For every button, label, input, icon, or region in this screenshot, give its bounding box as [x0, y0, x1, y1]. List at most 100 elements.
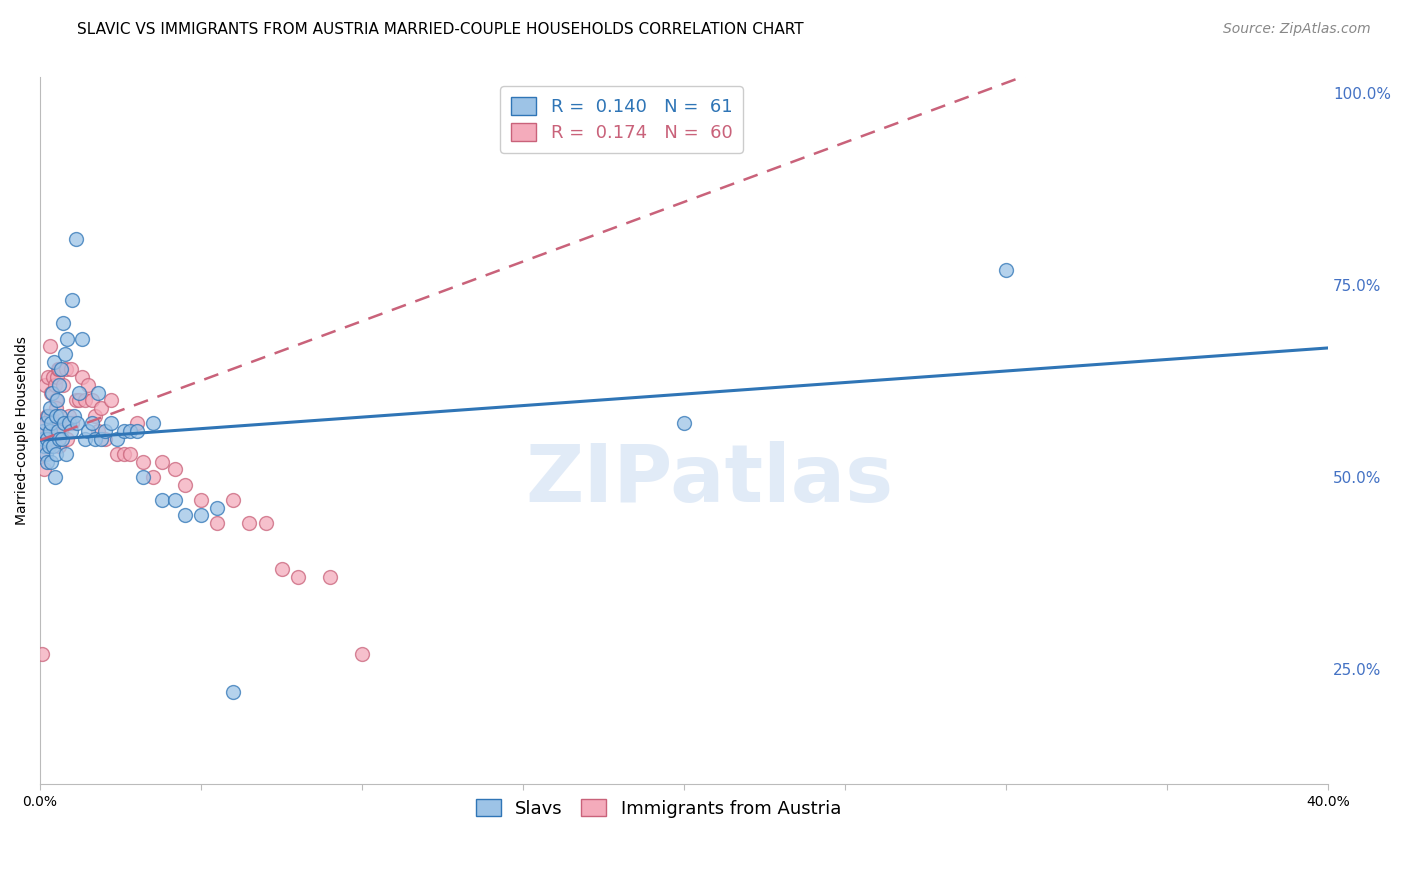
Point [48, 362, 70, 376]
Point [35, 416, 58, 430]
Point [48, 377, 70, 392]
Point [49, 424, 72, 438]
Point [270, 562, 292, 576]
Point [59, 362, 82, 376]
Text: ZIPatlas: ZIPatlas [526, 442, 894, 519]
Point [90, 401, 112, 415]
Point [287, 570, 309, 584]
Point [190, 508, 212, 523]
Point [70, 332, 93, 346]
Point [105, 432, 128, 446]
Point [38, 401, 60, 415]
Point [32, 424, 55, 438]
Point [65, 393, 87, 408]
Point [112, 447, 135, 461]
Point [80, 393, 103, 408]
Point [205, 500, 228, 515]
Point [37, 432, 59, 446]
Point [83, 432, 105, 446]
Point [53, 416, 76, 430]
Point [66, 416, 89, 430]
Point [37, 409, 59, 423]
Point [45, 409, 67, 423]
Point [87, 385, 110, 400]
Point [63, 409, 86, 423]
Point [60, 293, 83, 308]
Point [165, 462, 187, 476]
Point [70, 370, 93, 384]
Y-axis label: Married-couple Households: Married-couple Households [15, 336, 30, 525]
Point [80, 416, 103, 430]
Point [51, 432, 73, 446]
Point [31, 432, 53, 446]
Point [55, 447, 77, 461]
Point [120, 424, 142, 438]
Point [52, 377, 75, 392]
Point [67, 385, 90, 400]
Point [38, 339, 60, 353]
Point [49, 362, 72, 376]
Point [58, 409, 80, 423]
Point [75, 432, 97, 446]
Point [42, 416, 65, 430]
Point [31, 424, 53, 438]
Point [100, 393, 122, 408]
Point [32, 462, 55, 476]
Point [48, 439, 70, 453]
Point [60, 416, 83, 430]
Point [34, 416, 56, 430]
Point [319, 570, 342, 584]
Point [59, 424, 82, 438]
Point [56, 432, 79, 446]
Text: SLAVIC VS IMMIGRANTS FROM AUSTRIA MARRIED-COUPLE HOUSEHOLDS CORRELATION CHART: SLAVIC VS IMMIGRANTS FROM AUSTRIA MARRIE… [77, 22, 804, 37]
Point [673, 416, 696, 430]
Point [238, 516, 260, 530]
Point [120, 447, 142, 461]
Point [35, 432, 58, 446]
Point [75, 393, 97, 408]
Point [39, 455, 62, 469]
Point [77, 377, 100, 392]
Point [45, 393, 67, 408]
Point [41, 432, 63, 446]
Point [41, 385, 63, 400]
Point [53, 416, 76, 430]
Point [46, 424, 69, 438]
Point [132, 470, 155, 484]
Point [35, 409, 58, 423]
Point [31, 647, 53, 661]
Point [105, 447, 128, 461]
Point [142, 470, 165, 484]
Point [45, 393, 67, 408]
Point [45, 370, 67, 384]
Point [45, 401, 67, 415]
Point [132, 455, 155, 469]
Point [152, 455, 174, 469]
Point [56, 332, 79, 346]
Point [41, 385, 63, 400]
Point [48, 432, 70, 446]
Point [44, 377, 66, 392]
Point [174, 477, 197, 491]
Point [44, 470, 66, 484]
Point [222, 493, 245, 508]
Point [32, 439, 55, 453]
Point [39, 409, 62, 423]
Point [112, 424, 135, 438]
Point [165, 493, 187, 508]
Point [32, 447, 55, 461]
Point [46, 362, 69, 376]
Legend: Slavs, Immigrants from Austria: Slavs, Immigrants from Austria [468, 791, 848, 825]
Point [34, 377, 56, 392]
Point [174, 508, 197, 523]
Point [37, 370, 59, 384]
Point [41, 416, 63, 430]
Point [42, 355, 65, 369]
Point [35, 447, 58, 461]
Point [205, 516, 228, 530]
Point [38, 439, 60, 453]
Point [87, 424, 110, 438]
Point [65, 232, 87, 246]
Point [52, 316, 75, 330]
Point [93, 432, 115, 446]
